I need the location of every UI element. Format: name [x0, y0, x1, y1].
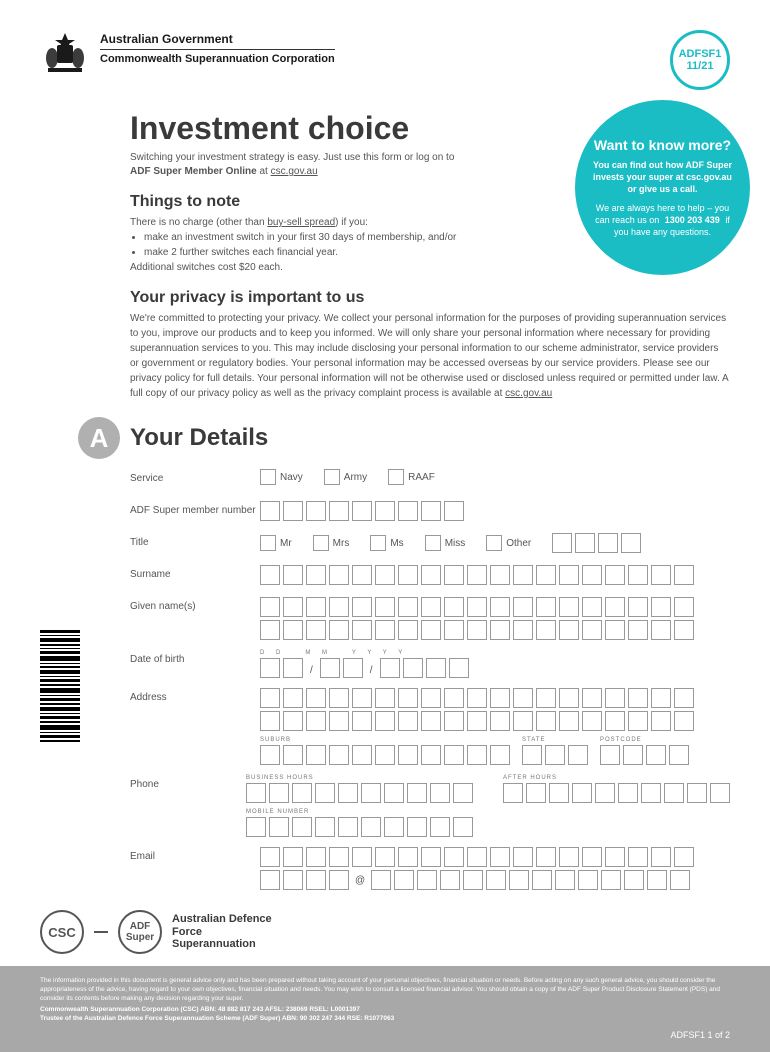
title-mrs-option[interactable]: Mrs	[313, 535, 350, 551]
checkbox-icon	[260, 535, 276, 551]
checkbox-icon	[486, 535, 502, 551]
state-label: STATE	[522, 737, 588, 743]
section-letter-badge: A	[78, 417, 120, 459]
raaf-label: RAAF	[408, 472, 435, 483]
given-input[interactable]	[260, 597, 730, 640]
form-id-badge: ADFSF1 11/21	[670, 30, 730, 90]
title-miss-option[interactable]: Miss	[425, 535, 466, 551]
member-label: ADF Super member number	[130, 501, 260, 516]
checkbox-icon	[324, 469, 340, 485]
subtitle-bold: ADF Super Member Online	[130, 166, 257, 177]
form-code: ADFSF1	[679, 48, 722, 60]
army-label: Army	[344, 472, 367, 483]
dob-input[interactable]: //	[260, 658, 469, 678]
adf-text: ADF Super	[120, 921, 160, 943]
suburb-label: SUBURB	[260, 737, 510, 743]
privacy-text: We're committed to protecting your priva…	[130, 313, 728, 399]
after-phone-input[interactable]	[503, 783, 730, 803]
footer-line-2: Commonwealth Superannuation Corporation …	[40, 1005, 730, 1014]
mobile-input[interactable]	[246, 817, 730, 837]
mobile-label: MOBILE NUMBER	[246, 809, 730, 815]
title-label: Title	[130, 533, 260, 548]
service-army-option[interactable]: Army	[324, 469, 367, 485]
footer-logos: CSC ADF Super Australian Defence Force S…	[40, 910, 770, 954]
disclaimer-text: The information provided in this documen…	[40, 976, 730, 1003]
section-a-title: Your Details	[130, 424, 268, 452]
dob-hint: D D M M Y Y Y Y	[260, 650, 469, 656]
dash-icon	[94, 931, 108, 933]
checkbox-icon	[370, 535, 386, 551]
privacy-heading: Your privacy is important to us	[130, 289, 730, 307]
mr-label: Mr	[280, 538, 292, 549]
state-input[interactable]	[522, 745, 588, 765]
bus-phone-input[interactable]	[246, 783, 473, 803]
government-branding: Australian Government Commonwealth Super…	[40, 30, 335, 75]
surname-label: Surname	[130, 565, 260, 580]
callout-text-1: You can find out how ADF Super invests y…	[593, 159, 732, 195]
csc-logo: CSC	[40, 910, 84, 954]
address-label: Address	[130, 688, 260, 703]
email-label: Email	[130, 847, 260, 862]
title-mr-option[interactable]: Mr	[260, 535, 292, 551]
csc-link[interactable]: csc.gov.au	[271, 166, 318, 177]
callout-title: Want to know more?	[594, 137, 731, 153]
footer-line-3: Trustee of the Australian Defence Force …	[40, 1014, 730, 1023]
page-header: Australian Government Commonwealth Super…	[40, 30, 730, 90]
given-label: Given name(s)	[130, 597, 260, 612]
barcode-icon	[40, 630, 80, 745]
adf-logo: ADF Super	[118, 910, 162, 954]
phone-label: Phone	[130, 775, 246, 790]
buy-sell-link[interactable]: buy-sell spread	[267, 217, 335, 228]
postcode-input[interactable]	[600, 745, 689, 765]
section-a-header: A Your Details	[78, 417, 730, 459]
title-other-option[interactable]: Other	[486, 535, 531, 551]
page-number: ADFSF1 1 of 2	[40, 1029, 730, 1042]
other-label: Other	[506, 538, 531, 549]
checkbox-icon	[388, 469, 404, 485]
after-hours-label: AFTER HOURS	[503, 775, 730, 781]
service-label: Service	[130, 469, 260, 484]
privacy-body: We're committed to protecting your priva…	[130, 311, 730, 401]
bus-hours-label: BUSINESS HOURS	[246, 775, 473, 781]
postcode-label: POSTCODE	[600, 737, 689, 743]
coat-of-arms-icon	[40, 30, 90, 75]
service-raaf-option[interactable]: RAAF	[388, 469, 435, 485]
footer-logo-text: Australian Defence Force Superannuation	[172, 913, 282, 951]
info-callout: Want to know more? You can find out how …	[575, 100, 750, 275]
miss-label: Miss	[445, 538, 466, 549]
checkbox-icon	[313, 535, 329, 551]
mrs-label: Mrs	[333, 538, 350, 549]
title-ms-option[interactable]: Ms	[370, 535, 403, 551]
email-input[interactable]: @	[260, 847, 730, 890]
ms-label: Ms	[390, 538, 403, 549]
surname-input[interactable]	[260, 565, 730, 585]
subtitle-text-1: Switching your investment strategy is ea…	[130, 152, 454, 163]
gov-subtitle: Commonwealth Superannuation Corporation	[100, 49, 335, 65]
footer-disclaimer: The information provided in this documen…	[0, 966, 770, 1052]
things-intro-b: ) if you:	[335, 217, 368, 228]
checkbox-icon	[260, 469, 276, 485]
privacy-link[interactable]: csc.gov.au	[505, 388, 552, 399]
checkbox-icon	[425, 535, 441, 551]
dob-label: Date of birth	[130, 650, 260, 665]
navy-label: Navy	[280, 472, 303, 483]
address-input[interactable]: SUBURB STATE POSTCODE	[260, 688, 730, 765]
suburb-input[interactable]	[260, 745, 510, 765]
member-number-input[interactable]	[260, 501, 730, 521]
callout-phone: 1300 203 439	[665, 215, 720, 225]
form-date: 11/21	[687, 60, 714, 72]
subtitle-text-3: at	[257, 166, 271, 177]
gov-title: Australian Government	[100, 32, 335, 46]
things-intro-a: There is no charge (other than	[130, 217, 267, 228]
service-navy-option[interactable]: Navy	[260, 469, 303, 485]
